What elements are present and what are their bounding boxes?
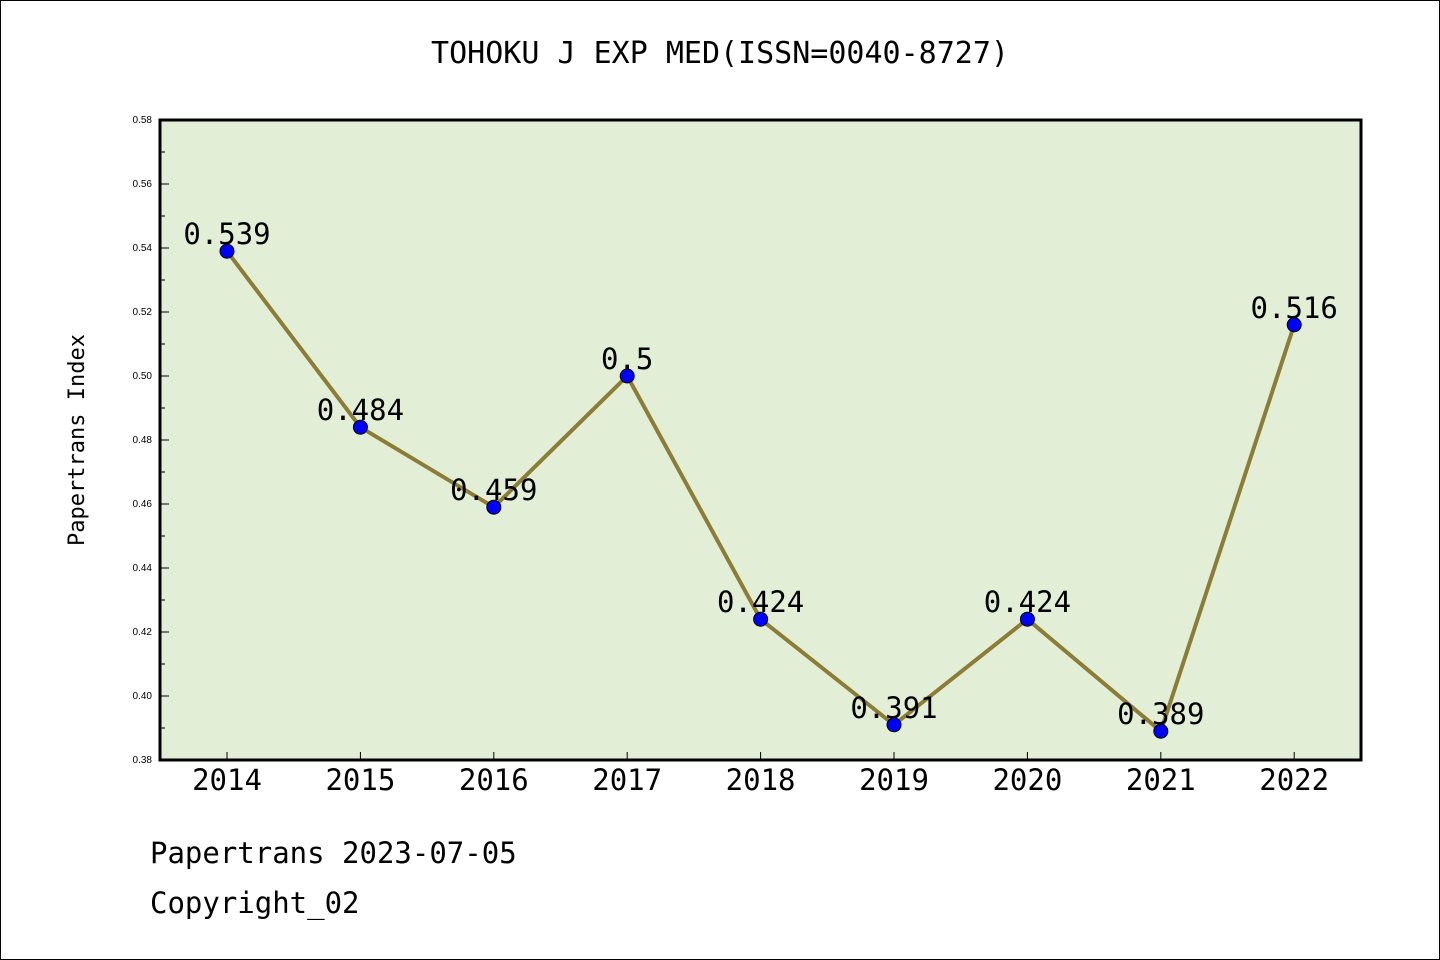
data-label: 0.424	[984, 585, 1071, 619]
data-label: 0.424	[717, 585, 804, 619]
data-point	[753, 611, 769, 627]
x-tick-label: 2015	[325, 763, 395, 797]
data-label: 0.391	[850, 691, 937, 725]
x-tick-label: 2018	[726, 763, 796, 797]
data-label: 0.484	[317, 393, 404, 427]
footer-copyright: Copyright_02	[150, 886, 360, 920]
x-tick-label: 2014	[192, 763, 262, 797]
y-tick-label: 0.54	[133, 243, 153, 254]
y-tick-label: 0.40	[133, 691, 153, 702]
data-point	[486, 499, 502, 515]
y-tick-label: 0.46	[133, 499, 153, 510]
y-tick-label: 0.44	[133, 563, 153, 574]
data-point	[219, 243, 235, 259]
x-tick-label: 2022	[1259, 763, 1329, 797]
data-point	[886, 717, 902, 733]
footer-date: Papertrans 2023-07-05	[150, 836, 517, 870]
y-tick-label: 0.42	[133, 627, 153, 638]
plot-border	[158, 118, 1363, 762]
y-tick-label: 0.48	[133, 435, 153, 446]
data-label: 0.539	[183, 217, 270, 251]
data-point	[1286, 317, 1302, 333]
data-point	[1153, 723, 1169, 739]
y-tick-label: 0.38	[133, 755, 153, 766]
y-tick-label: 0.56	[133, 179, 153, 190]
data-label: 0.5	[601, 342, 653, 376]
data-point	[352, 419, 368, 435]
y-tick-label: 0.52	[133, 307, 153, 318]
x-tick-label: 2017	[592, 763, 662, 797]
x-tick-label: 2016	[459, 763, 529, 797]
data-point	[1019, 611, 1035, 627]
data-point	[619, 368, 635, 384]
data-label: 0.516	[1251, 291, 1338, 325]
data-label: 0.389	[1117, 697, 1204, 731]
data-label: 0.459	[450, 473, 537, 507]
y-tick-label: 0.58	[133, 115, 153, 126]
y-tick-label: 0.50	[133, 371, 153, 382]
plot-area	[160, 120, 1361, 760]
y-axis-label: Papertrans Index	[65, 334, 90, 546]
chart-title: TOHOKU J EXP MED(ISSN=0040-8727)	[431, 36, 1009, 71]
x-tick-label: 2020	[992, 763, 1062, 797]
x-tick-label: 2019	[859, 763, 929, 797]
x-tick-label: 2021	[1126, 763, 1196, 797]
